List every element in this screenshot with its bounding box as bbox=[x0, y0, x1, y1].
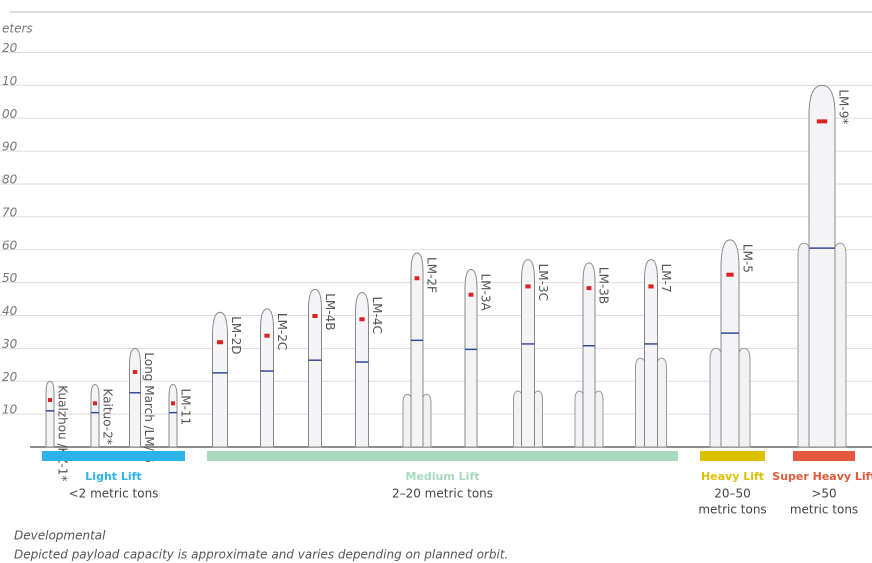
y-tick-label: 90 bbox=[2, 140, 18, 154]
y-tick-label: 20 bbox=[2, 370, 18, 384]
group-band bbox=[42, 451, 185, 461]
flag bbox=[312, 314, 318, 318]
rocket-label: Kaituo-2* bbox=[101, 389, 115, 445]
rocket-label: LM-2F bbox=[425, 257, 439, 293]
booster bbox=[737, 347, 751, 448]
group-band bbox=[793, 451, 855, 461]
flag bbox=[132, 369, 138, 374]
y-tick-label: 10 bbox=[2, 74, 18, 88]
group-band bbox=[700, 451, 765, 461]
rocket bbox=[129, 347, 141, 448]
rocket bbox=[808, 84, 836, 448]
booster bbox=[833, 242, 847, 448]
rocket bbox=[410, 252, 424, 448]
group-capacity: 20–50 bbox=[714, 487, 751, 501]
y-tick-label: 30 bbox=[2, 337, 18, 351]
y-tick-label: 40 bbox=[2, 304, 18, 318]
rocket bbox=[308, 288, 322, 448]
flag bbox=[264, 333, 270, 338]
flag bbox=[414, 276, 420, 281]
flag bbox=[217, 340, 223, 345]
rocket-label: LM-7 bbox=[659, 264, 673, 293]
rocket bbox=[355, 291, 369, 448]
booster bbox=[797, 242, 811, 448]
rocket-label: LM-3B bbox=[597, 267, 611, 304]
flag bbox=[93, 401, 97, 406]
y-tick-label: 70 bbox=[2, 205, 18, 219]
rocket-label: Kualzhou /KZ-1* bbox=[56, 385, 70, 481]
rocket-label: LM-9* bbox=[837, 89, 851, 124]
rocket-label: LM-3A bbox=[479, 273, 493, 311]
flag bbox=[726, 272, 734, 277]
flag bbox=[648, 284, 654, 289]
rocket-label: LM-2C bbox=[275, 313, 289, 350]
rocket-label: LM-3C bbox=[536, 264, 550, 301]
y-axis-label: eters bbox=[2, 22, 33, 36]
rocket bbox=[521, 259, 535, 448]
flag bbox=[171, 401, 175, 406]
rocket-label: LM-2D bbox=[229, 316, 243, 354]
group-name: Heavy Lift bbox=[701, 470, 764, 483]
group-capacity: metric tons bbox=[790, 503, 858, 517]
note: Developmental bbox=[14, 529, 106, 543]
y-tick-label: 00 bbox=[2, 107, 18, 121]
group-capacity: 2–20 metric tons bbox=[392, 487, 493, 501]
booster bbox=[709, 347, 723, 448]
rocket-label: LM-4B bbox=[323, 293, 337, 330]
rocket bbox=[90, 384, 100, 448]
flag bbox=[48, 398, 52, 403]
y-tick-label: 10 bbox=[2, 403, 18, 417]
rocket-label: LM-4C bbox=[370, 296, 384, 333]
rocket-label: Long March /LM/-6 bbox=[142, 352, 156, 462]
note: Depicted payload capacity is approximate… bbox=[14, 548, 508, 562]
y-tick-label: 80 bbox=[2, 173, 18, 187]
flag bbox=[359, 317, 365, 322]
rocket bbox=[644, 259, 658, 448]
group-name: Medium Lift bbox=[406, 470, 480, 483]
rocket bbox=[260, 308, 274, 448]
group-band bbox=[207, 451, 678, 461]
y-tick-label: 50 bbox=[2, 271, 18, 285]
flag bbox=[525, 284, 531, 289]
rocket bbox=[582, 262, 596, 448]
group-capacity: >50 bbox=[811, 487, 836, 501]
group-name: Light Lift bbox=[85, 470, 141, 483]
y-tick-label: 20 bbox=[2, 41, 18, 55]
y-tick-label: 60 bbox=[2, 238, 18, 252]
flag bbox=[816, 119, 828, 124]
rocket-label: LM-11 bbox=[179, 389, 193, 426]
group-name: Super Heavy Lift bbox=[772, 470, 872, 483]
rocket bbox=[168, 384, 178, 448]
group-capacity: metric tons bbox=[698, 503, 766, 517]
rocket bbox=[212, 311, 228, 448]
flag bbox=[468, 292, 474, 297]
rocket bbox=[464, 268, 478, 448]
group-capacity: <2 metric tons bbox=[69, 487, 159, 501]
flag bbox=[586, 286, 592, 291]
rocket bbox=[45, 380, 55, 448]
rocket bbox=[720, 239, 740, 448]
rocket-label: LM-5 bbox=[741, 244, 755, 273]
